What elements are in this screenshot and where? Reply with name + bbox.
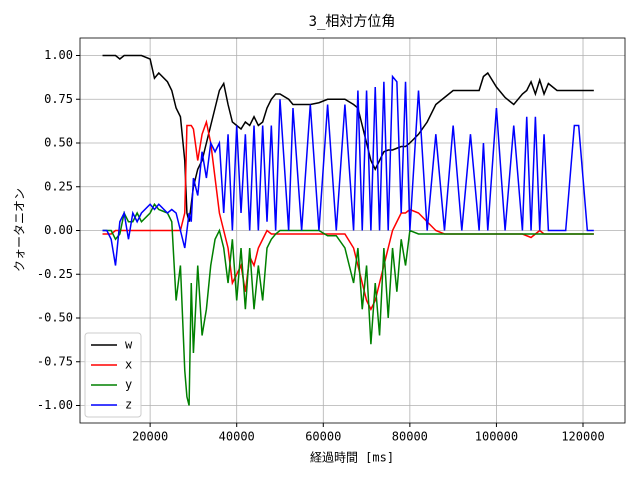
chart-title: 3_相対方位角 bbox=[309, 14, 396, 30]
series-line bbox=[102, 74, 594, 266]
y-tick-label: 0.25 bbox=[44, 179, 73, 193]
y-tick-label: -0.75 bbox=[37, 354, 73, 368]
y-tick-label: 1.00 bbox=[44, 48, 73, 62]
series-line bbox=[102, 54, 594, 222]
y-tick-label: -0.50 bbox=[37, 311, 73, 325]
y-tick-label: 0.75 bbox=[44, 92, 73, 106]
x-tick-label: 100000 bbox=[475, 430, 518, 444]
y-tick-label: 0.50 bbox=[44, 136, 73, 150]
y-axis-label: クォータニオン bbox=[13, 188, 27, 272]
legend-box bbox=[84, 332, 142, 418]
x-tick-label: 120000 bbox=[561, 430, 604, 444]
legend-label: w bbox=[125, 338, 133, 352]
series-line bbox=[102, 202, 594, 406]
y-tick-label: 0.00 bbox=[44, 223, 73, 237]
legend-label: x bbox=[125, 358, 132, 372]
x-axis-label: 経過時間 [ms] bbox=[310, 451, 394, 465]
x-tick-label: 80000 bbox=[392, 430, 428, 444]
y-tick-label: -1.00 bbox=[37, 398, 73, 412]
x-tick-label: 60000 bbox=[305, 430, 341, 444]
legend-label: y bbox=[125, 378, 132, 392]
plot-frame bbox=[79, 37, 626, 424]
x-tick-label: 20000 bbox=[132, 430, 168, 444]
legend-label: z bbox=[125, 398, 132, 412]
x-tick-label: 40000 bbox=[219, 430, 255, 444]
y-tick-label: -0.25 bbox=[37, 267, 73, 281]
